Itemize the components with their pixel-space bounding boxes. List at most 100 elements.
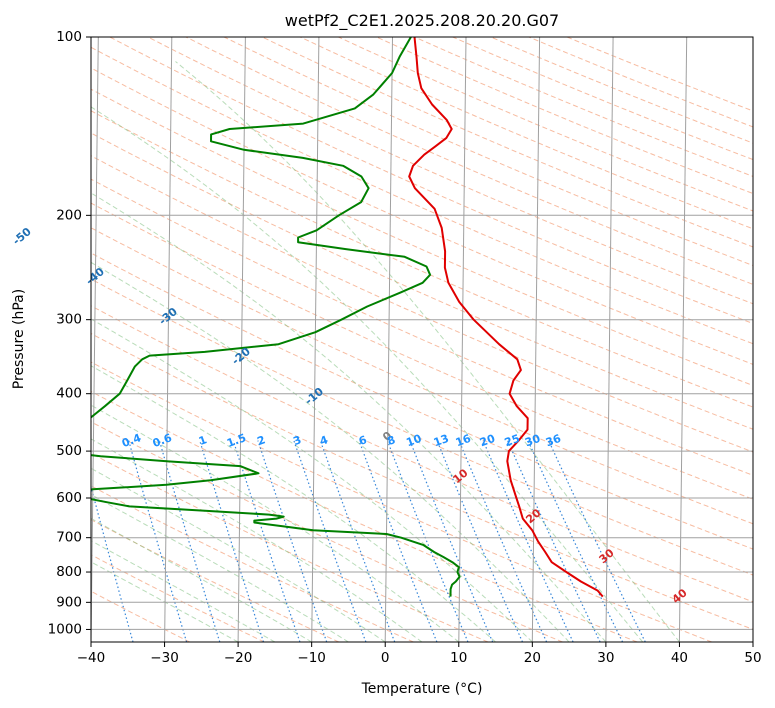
dry-adiabat	[91, 46, 753, 345]
dry-adiabat	[147, 37, 753, 305]
dry-adiabat	[91, 452, 489, 642]
dry-adiabat	[261, 37, 753, 248]
mixing-ratio-label: 8	[385, 433, 397, 448]
dry-adiabat	[91, 110, 753, 408]
dry-adiabat	[91, 88, 753, 387]
isotherm-label: -30	[156, 305, 180, 328]
dry-adiabat	[91, 390, 638, 642]
moist-adiabat	[91, 467, 386, 642]
moist-adiabat	[91, 404, 460, 642]
mixing-ratio-label: 16	[454, 432, 473, 450]
mixing-ratio-label: 0.6	[151, 431, 174, 450]
dry-adiabat	[185, 37, 753, 285]
x-tick-label: −30	[150, 650, 179, 666]
isotherm-line	[384, 37, 393, 642]
plot-frame	[90, 36, 754, 643]
dry-adiabat	[300, 37, 753, 230]
mixing-ratio-label: 1	[197, 433, 209, 448]
mixing-ratio-line	[293, 440, 367, 642]
dry-adiabat	[91, 590, 190, 642]
temperature-profile-line	[408, 37, 604, 598]
x-tick-label: 10	[450, 650, 467, 666]
isotherm-label: 10	[450, 466, 470, 486]
dry-adiabat	[91, 227, 753, 525]
isotherm-label: 30	[597, 546, 617, 566]
mixing-ratio-label: 0.4	[120, 431, 143, 450]
mixing-ratio-label: 3	[292, 433, 304, 448]
moist-adiabat	[91, 106, 644, 642]
mixing-ratio-label: 10	[405, 432, 424, 450]
isotherm-line	[91, 37, 99, 642]
isotherm-line	[678, 37, 688, 642]
dry-adiabat	[91, 485, 414, 642]
mixing-ratio-label: 20	[478, 432, 497, 450]
dry-adiabat	[91, 305, 753, 603]
y-tick-label: 900	[56, 594, 82, 610]
mixing-ratio-label: 25	[503, 432, 522, 449]
dry-adiabat	[91, 252, 753, 550]
x-tick-label: 0	[381, 650, 390, 666]
y-tick-label: 300	[56, 312, 82, 328]
mixing-ratio-line	[436, 440, 524, 642]
x-tick-label: 40	[671, 650, 688, 666]
isotherm-line	[531, 37, 541, 642]
isotherm-line	[237, 37, 246, 642]
mixing-ratio-line	[548, 440, 646, 642]
mixing-ratio-line	[458, 440, 548, 642]
isotherm-line	[605, 37, 614, 642]
dry-adiabat	[91, 554, 265, 642]
y-tick-label: 500	[56, 443, 82, 459]
moist-adiabat	[91, 493, 349, 642]
mixing-ratio-label: 1.5	[225, 431, 248, 450]
isotherm-label: -40	[83, 265, 107, 288]
y-tick-label: 1000	[48, 621, 82, 637]
chart-title: wetPf2_C2E1.2025.208.20.20.G07	[285, 11, 559, 31]
x-tick-label: −10	[297, 650, 326, 666]
dry-adiabat	[91, 202, 753, 500]
x-tick-label: 30	[597, 650, 614, 666]
mixing-ratio-line	[409, 440, 494, 642]
dry-adiabat	[376, 37, 753, 195]
isotherm-line	[458, 37, 467, 642]
dry-adiabat	[91, 421, 563, 642]
isotherm-label: -50	[10, 225, 34, 248]
dry-adiabat	[414, 37, 753, 177]
y-tick-label: 100	[56, 29, 82, 45]
mixing-ratio-label: 36	[544, 432, 563, 450]
x-tick-label: 20	[524, 650, 541, 666]
isotherm-label: 40	[670, 586, 690, 606]
y-tick-label: 200	[56, 207, 82, 223]
dry-adiabat	[91, 519, 340, 642]
x-tick-label: −20	[224, 650, 253, 666]
mixing-ratio-line	[386, 440, 469, 642]
mixing-ratio-line	[319, 440, 396, 642]
dry-adiabat	[566, 37, 753, 112]
moist-adiabat	[91, 540, 276, 642]
mixing-ratio-label: 30	[523, 432, 542, 450]
mixing-ratio-label: 4	[318, 433, 330, 448]
moist-adiabat	[175, 61, 680, 642]
dry-adiabat	[91, 178, 753, 476]
dry-adiabat	[109, 37, 753, 325]
y-tick-label: 800	[56, 564, 82, 580]
dry-adiabat	[452, 37, 753, 161]
dry-adiabat	[91, 332, 753, 630]
x-axis-label: Temperature (°C)	[361, 681, 483, 697]
moist-adiabat	[91, 365, 496, 642]
mixing-ratio-label: 13	[432, 432, 451, 449]
mixing-ratio-line	[158, 440, 221, 642]
dry-adiabat	[91, 67, 753, 365]
mixing-ratio-line	[507, 440, 601, 642]
mixing-ratio-line	[128, 440, 188, 642]
dry-adiabat	[91, 278, 753, 576]
moist-adiabat	[91, 261, 570, 642]
dewpoint-profile-line	[91, 37, 461, 597]
y-axis-label: Pressure (hPa)	[11, 289, 27, 389]
isotherm-label: -10	[302, 385, 326, 408]
y-tick-label: 700	[56, 530, 82, 546]
y-tick-label: 600	[56, 490, 82, 506]
mixing-ratio-label: 6	[357, 433, 369, 448]
dry-adiabat	[91, 132, 753, 430]
x-tick-label: −40	[77, 650, 106, 666]
